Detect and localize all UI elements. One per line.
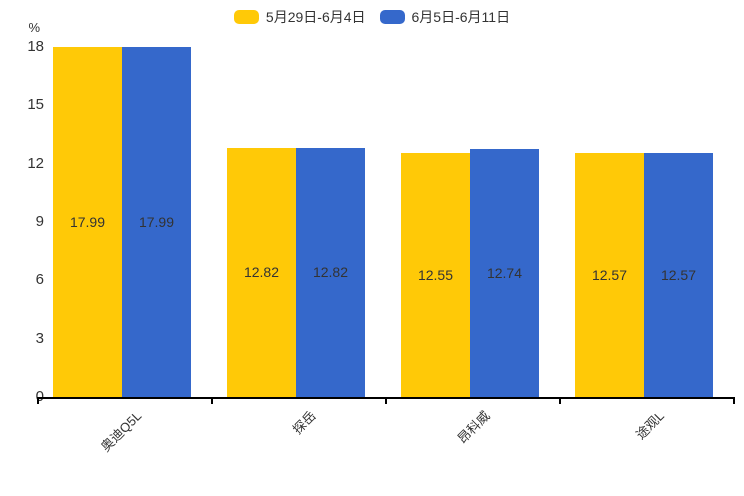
bar-value-label: 12.82 (243, 264, 280, 281)
y-axis-tick-label: 3 (35, 329, 44, 347)
legend-item-series-2[interactable]: 6月5日-6月11日 (379, 7, 511, 27)
x-axis-category-label: 探岳 (289, 408, 319, 438)
bar-value-label: 12.57 (591, 266, 628, 283)
y-axis-unit-label: % (28, 20, 40, 35)
bar-2-3[interactable] (470, 149, 539, 397)
bar-1-4[interactable] (575, 152, 644, 397)
legend-swatch-icon (233, 10, 259, 24)
y-axis-tick-label: 9 (35, 213, 44, 230)
legend-item-label: 5月29日-6月4日 (265, 9, 366, 25)
bar-value-label: 17.99 (138, 214, 175, 231)
x-axis-tick-mark (559, 399, 561, 404)
bar-value-label: 12.74 (486, 265, 523, 282)
legend-item-series-1[interactable]: 5月29日-6月4日 (233, 7, 366, 27)
y-axis-tick-label: 12 (27, 154, 44, 172)
bar-value-label: 12.57 (660, 266, 697, 283)
x-axis-tick-mark (733, 399, 735, 404)
x-axis-tick-mark (385, 399, 387, 404)
legend-swatch-icon (379, 10, 405, 24)
chart-legend: 5月29日-6月4日 6月5日-6月11日 (0, 7, 744, 27)
legend-item-label: 6月5日-6月11日 (411, 9, 511, 25)
bar-2-4[interactable] (644, 152, 713, 397)
y-axis-tick-label: 0 (0, 388, 44, 406)
x-axis-tick-mark (211, 399, 213, 404)
y-axis-tick-label: 6 (35, 271, 44, 289)
bar-value-label: 12.55 (417, 266, 454, 283)
y-axis-tick-label: 15 (27, 96, 44, 114)
y-axis-tick-label: 18 (27, 38, 44, 55)
bar-1-3[interactable] (401, 152, 470, 397)
bar-value-label: 12.82 (312, 264, 349, 281)
x-axis-category-label: 奥迪Q5L (98, 408, 145, 455)
bar-1-2[interactable] (227, 147, 296, 397)
x-axis-tick-mark (37, 399, 39, 404)
x-axis-category-label: 昂科威 (454, 408, 493, 447)
bar-1-1[interactable] (53, 47, 122, 397)
bar-value-label: 17.99 (69, 214, 106, 231)
x-axis-category-label: 途观L (632, 408, 667, 443)
bar-2-1[interactable] (122, 47, 191, 397)
bar-2-2[interactable] (296, 147, 365, 397)
x-axis-line (37, 397, 735, 399)
